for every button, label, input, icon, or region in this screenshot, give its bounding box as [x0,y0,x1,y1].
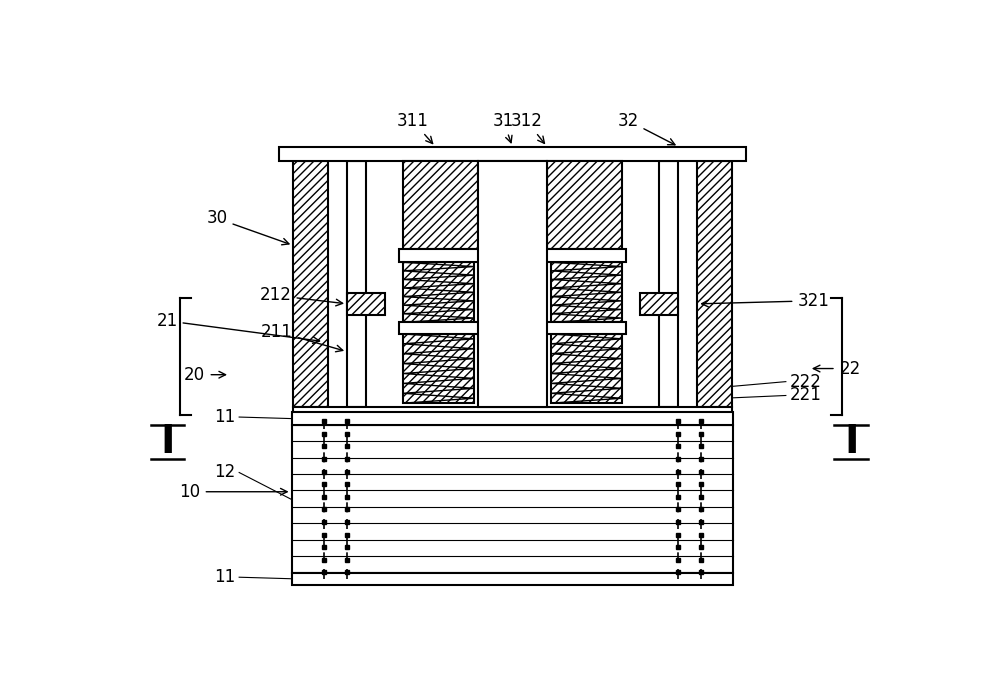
Text: 311: 311 [396,112,433,144]
Bar [403,160,478,250]
Text: 211: 211 [261,323,343,352]
Text: 321: 321 [702,292,829,309]
Text: 212: 212 [260,286,343,306]
Bar [403,334,474,403]
Bar [292,413,733,424]
Bar [292,573,733,585]
Bar [292,424,733,573]
Text: 31: 31 [493,112,514,143]
Text: 22: 22 [840,360,861,378]
Text: 12: 12 [214,464,235,482]
Bar [403,262,474,322]
Text: I: I [844,422,859,461]
Text: 222: 222 [790,373,822,390]
Bar [640,293,678,314]
Bar [293,160,328,407]
Bar [551,262,622,322]
Bar [399,322,626,334]
Bar [399,250,626,262]
Bar [478,160,547,407]
Text: I: I [160,422,175,461]
Text: 11: 11 [214,568,235,586]
Bar [347,293,385,314]
Text: 221: 221 [790,387,822,404]
Text: 32: 32 [617,112,675,145]
Bar [697,160,732,407]
Bar [347,160,366,407]
Text: 312: 312 [510,112,544,144]
Text: 10: 10 [180,483,287,500]
Text: 11: 11 [214,408,235,426]
Text: 21: 21 [156,312,320,344]
Text: 30: 30 [206,209,289,245]
Bar [279,147,746,160]
Bar [551,334,622,403]
Text: 20: 20 [183,366,205,384]
Bar [659,160,678,407]
Bar [293,407,732,415]
Bar [547,160,622,250]
